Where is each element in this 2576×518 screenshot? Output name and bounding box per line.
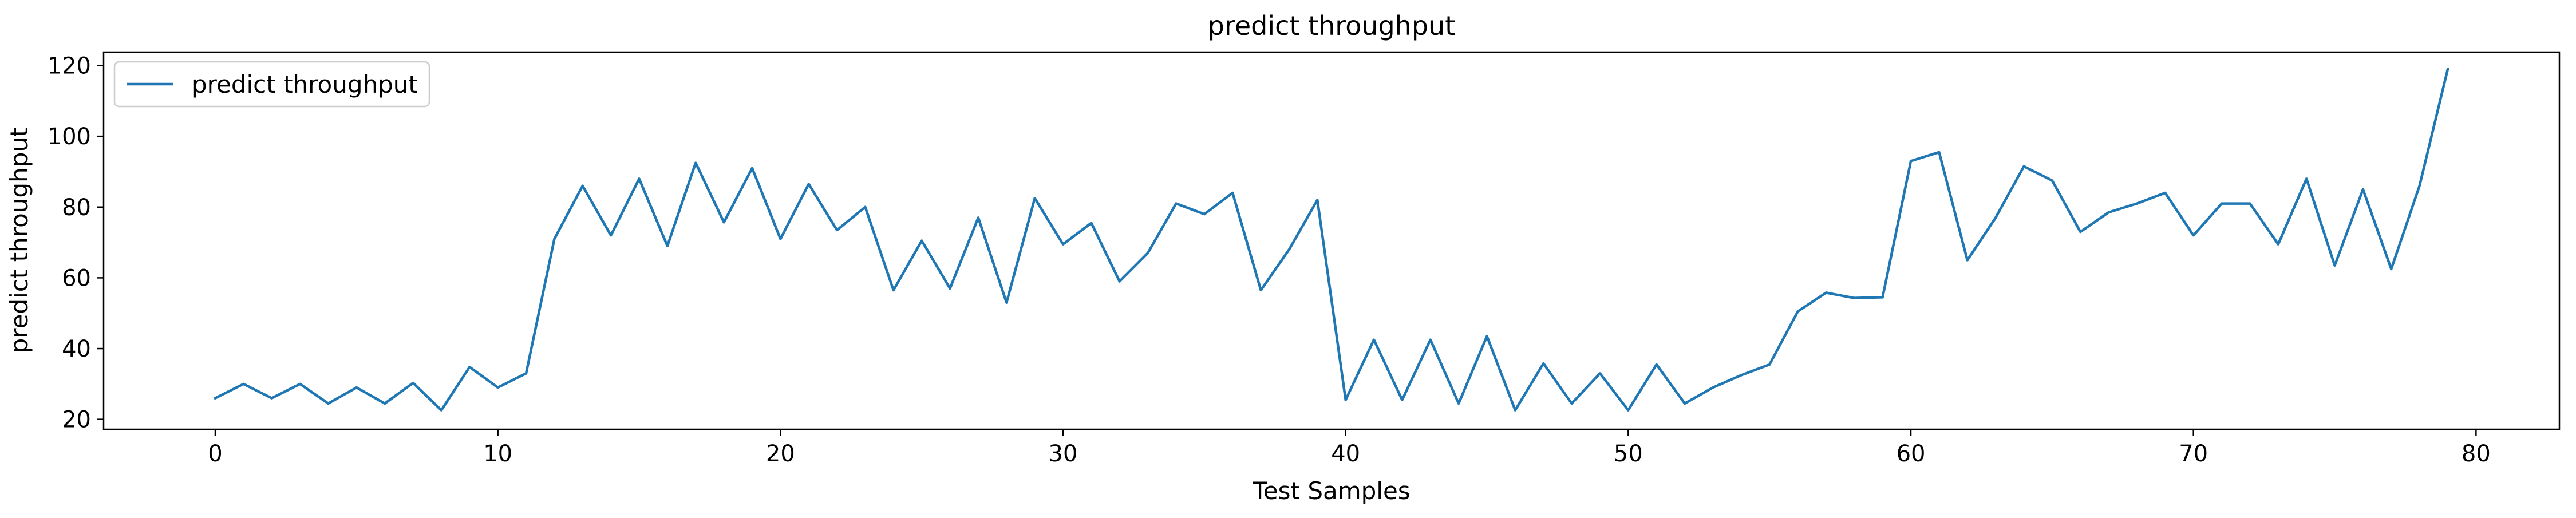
series-line [213, 67, 2449, 412]
y-tick-label: 40 [62, 336, 91, 362]
chart-title: predict throughput [1208, 10, 1455, 41]
plot-frame [102, 51, 2561, 430]
x-tick-label: 30 [1049, 441, 1078, 467]
x-tick-label: 50 [1614, 441, 1643, 467]
legend-box [113, 61, 430, 108]
x-axis-ticks: 0 10 20 30 40 50 60 70 80 [208, 429, 2491, 467]
y-axis-ticks: 20 40 60 80 100 120 [48, 53, 104, 433]
x-tick-label: 20 [766, 441, 795, 467]
x-tick-label: 60 [1897, 441, 1926, 467]
x-tick-label: 10 [483, 441, 512, 467]
y-tick-label: 60 [62, 265, 91, 291]
y-tick-label: 120 [48, 53, 91, 79]
y-tick-label: 100 [48, 124, 91, 150]
x-tick-label: 70 [2179, 441, 2208, 467]
x-axis-label: Test Samples [1252, 477, 1410, 505]
y-tick-label: 20 [62, 407, 91, 433]
legend: predict throughput [113, 61, 430, 108]
y-tick-label: 80 [62, 195, 91, 221]
x-tick-label: 0 [208, 441, 222, 467]
legend-label: predict throughput [192, 70, 418, 98]
x-tick-label: 80 [2462, 441, 2491, 467]
y-axis-label: predict throughput [5, 128, 33, 354]
x-tick-label: 40 [1331, 441, 1360, 467]
series-group [213, 67, 2449, 412]
